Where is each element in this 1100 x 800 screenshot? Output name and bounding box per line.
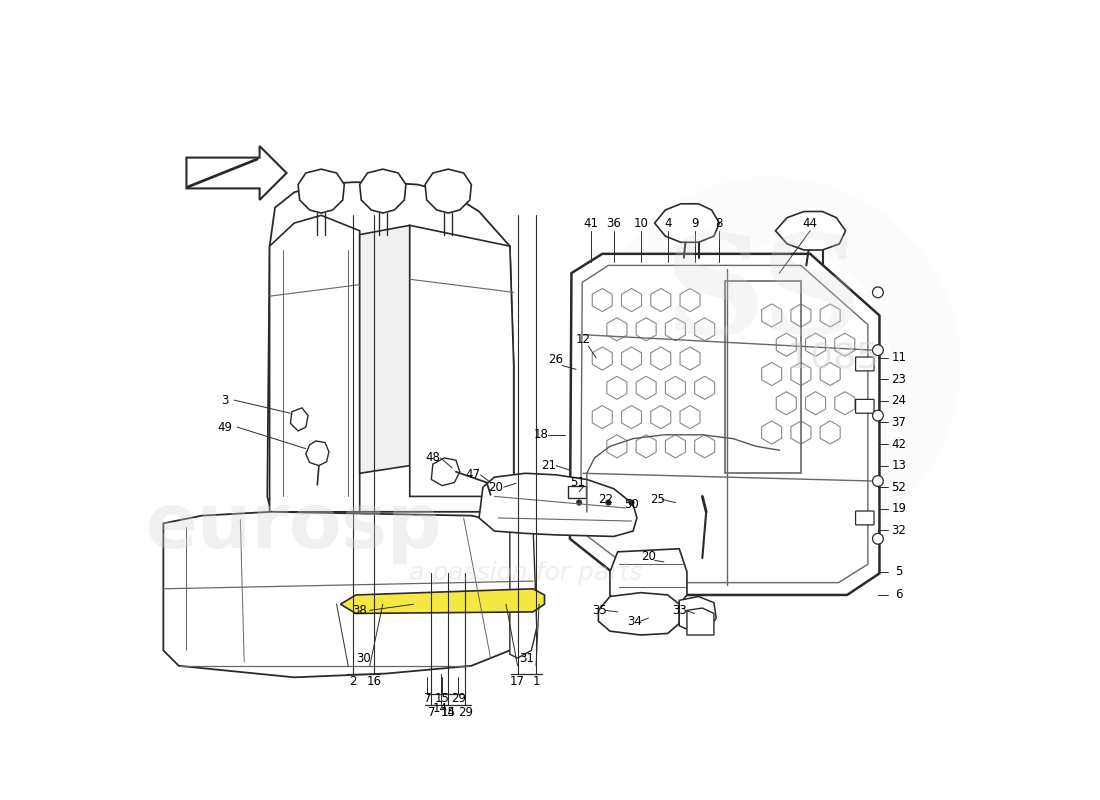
Text: 24: 24 — [891, 394, 906, 407]
Polygon shape — [686, 608, 714, 635]
Text: 15: 15 — [434, 692, 450, 705]
Polygon shape — [360, 226, 409, 474]
Polygon shape — [267, 182, 514, 512]
Text: 44: 44 — [803, 217, 817, 230]
Polygon shape — [341, 589, 544, 614]
Text: 35: 35 — [592, 604, 606, 617]
Text: 11: 11 — [891, 351, 906, 364]
Polygon shape — [186, 146, 286, 200]
Text: 51: 51 — [570, 476, 585, 489]
Polygon shape — [776, 211, 846, 250]
Text: 1: 1 — [532, 675, 540, 689]
Text: SS: SS — [666, 230, 862, 363]
Text: 22: 22 — [598, 493, 614, 506]
Polygon shape — [680, 597, 716, 632]
Circle shape — [629, 500, 635, 506]
Text: 50: 50 — [624, 498, 639, 510]
Circle shape — [872, 287, 883, 298]
Polygon shape — [298, 169, 344, 213]
FancyBboxPatch shape — [568, 486, 586, 498]
Text: 30: 30 — [356, 651, 371, 665]
Text: 2: 2 — [349, 675, 356, 689]
Polygon shape — [480, 474, 637, 537]
Text: 26: 26 — [549, 353, 563, 366]
Polygon shape — [510, 516, 537, 658]
Circle shape — [872, 345, 883, 355]
Text: 3: 3 — [221, 394, 229, 406]
Circle shape — [872, 534, 883, 544]
Text: 48: 48 — [426, 451, 440, 464]
Text: 16: 16 — [366, 675, 382, 689]
Text: 37: 37 — [891, 416, 906, 429]
Text: a passion for parts: a passion for parts — [408, 562, 642, 586]
Polygon shape — [654, 204, 719, 242]
Circle shape — [606, 500, 612, 506]
Text: 42: 42 — [891, 438, 906, 450]
Polygon shape — [409, 226, 514, 496]
Text: 34: 34 — [627, 614, 642, 628]
Text: eurosp: eurosp — [146, 490, 442, 564]
Text: 10: 10 — [634, 217, 648, 230]
Text: 21: 21 — [541, 459, 556, 472]
Text: 14: 14 — [441, 706, 455, 718]
Text: 41: 41 — [583, 217, 598, 230]
Text: 7: 7 — [424, 692, 431, 705]
Polygon shape — [570, 254, 880, 595]
Text: 31: 31 — [519, 651, 535, 665]
Circle shape — [872, 476, 883, 486]
Text: 20: 20 — [641, 550, 656, 563]
Text: 20: 20 — [488, 481, 504, 494]
FancyBboxPatch shape — [856, 511, 875, 525]
Text: 47: 47 — [465, 468, 481, 482]
Polygon shape — [609, 549, 686, 604]
Text: 29: 29 — [458, 706, 473, 719]
Text: 25: 25 — [650, 493, 666, 506]
FancyBboxPatch shape — [856, 399, 875, 414]
Text: 8: 8 — [716, 217, 723, 230]
Polygon shape — [360, 169, 406, 213]
Circle shape — [872, 410, 883, 421]
FancyBboxPatch shape — [856, 357, 875, 371]
Text: 18: 18 — [534, 428, 548, 442]
Text: 33: 33 — [672, 604, 686, 617]
Text: 17: 17 — [510, 675, 525, 689]
Text: 19: 19 — [891, 502, 906, 515]
Polygon shape — [163, 512, 534, 678]
Polygon shape — [425, 169, 472, 213]
Circle shape — [576, 500, 582, 506]
Text: 29: 29 — [451, 692, 465, 705]
Text: 9: 9 — [691, 217, 698, 230]
Text: 7: 7 — [428, 706, 436, 719]
Text: 4: 4 — [664, 217, 671, 230]
Text: 5: 5 — [895, 566, 902, 578]
Text: 36: 36 — [606, 217, 621, 230]
Text: 23: 23 — [891, 373, 906, 386]
Text: 15: 15 — [441, 706, 455, 719]
Text: 52: 52 — [891, 481, 906, 494]
Text: 6: 6 — [895, 589, 902, 602]
Text: 32: 32 — [891, 524, 906, 537]
Text: 49: 49 — [218, 421, 232, 434]
Text: 12: 12 — [575, 333, 591, 346]
Polygon shape — [598, 593, 680, 635]
Text: 13: 13 — [891, 459, 906, 472]
Text: 38: 38 — [352, 604, 367, 617]
Text: 14: 14 — [433, 702, 448, 714]
Polygon shape — [270, 215, 360, 512]
Text: 1085: 1085 — [788, 341, 879, 374]
